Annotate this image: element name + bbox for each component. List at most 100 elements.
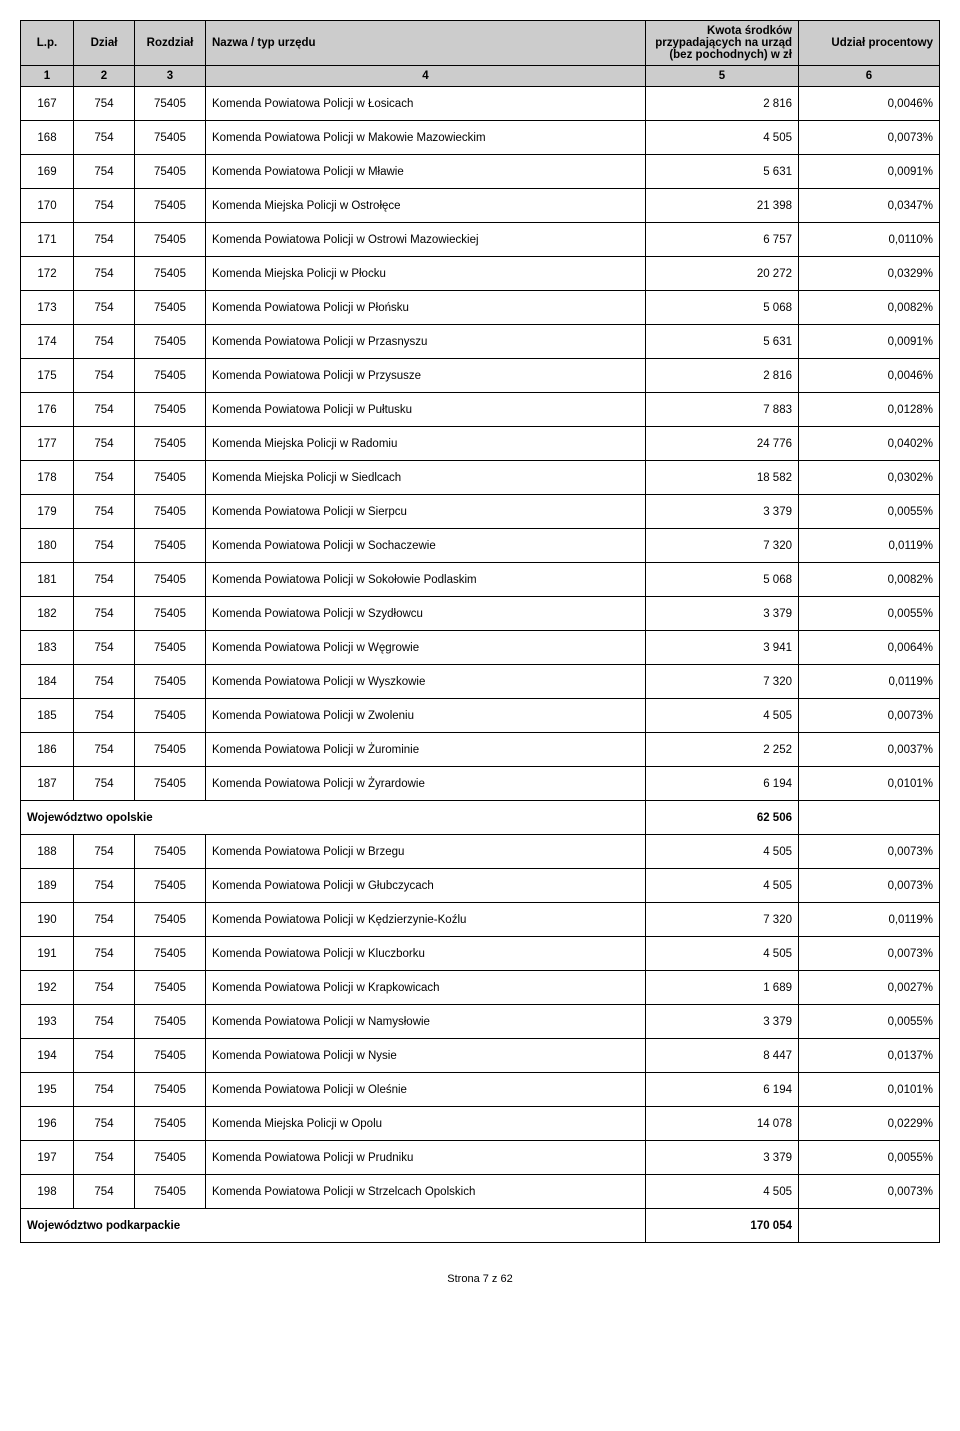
cell-dzial: 754 (74, 699, 135, 733)
cell-nazwa: Komenda Powiatowa Policji w Żyrardowie (206, 767, 646, 801)
cell-udzial: 0,0073% (799, 699, 940, 733)
region-label: Województwo opolskie (21, 801, 646, 835)
cell-lp: 189 (21, 869, 74, 903)
cell-udzial: 0,0073% (799, 869, 940, 903)
cell-nazwa: Komenda Powiatowa Policji w Strzelcach O… (206, 1175, 646, 1209)
col-header-lp: L.p. (21, 21, 74, 66)
cell-dzial: 754 (74, 1073, 135, 1107)
col-num-3: 3 (135, 66, 206, 87)
col-header-dzial: Dział (74, 21, 135, 66)
cell-nazwa: Komenda Powiatowa Policji w Nysie (206, 1039, 646, 1073)
table-row: 18475475405Komenda Powiatowa Policji w W… (21, 665, 940, 699)
cell-lp: 168 (21, 121, 74, 155)
cell-dzial: 754 (74, 937, 135, 971)
cell-lp: 186 (21, 733, 74, 767)
cell-rozdzial: 75405 (135, 461, 206, 495)
col-header-rozdzial: Rozdział (135, 21, 206, 66)
cell-rozdzial: 75405 (135, 597, 206, 631)
region-label: Województwo podkarpackie (21, 1209, 646, 1243)
cell-dzial: 754 (74, 903, 135, 937)
cell-dzial: 754 (74, 767, 135, 801)
cell-udzial: 0,0110% (799, 223, 940, 257)
cell-kwota: 5 068 (646, 291, 799, 325)
cell-kwota: 8 447 (646, 1039, 799, 1073)
table-row: 19575475405Komenda Powiatowa Policji w O… (21, 1073, 940, 1107)
cell-dzial: 754 (74, 461, 135, 495)
cell-lp: 170 (21, 189, 74, 223)
table-row: 17475475405Komenda Powiatowa Policji w P… (21, 325, 940, 359)
cell-dzial: 754 (74, 529, 135, 563)
cell-udzial: 0,0101% (799, 1073, 940, 1107)
table-row: 18575475405Komenda Powiatowa Policji w Z… (21, 699, 940, 733)
table-header-row: L.p. Dział Rozdział Nazwa / typ urzędu K… (21, 21, 940, 66)
table-row: 18975475405Komenda Powiatowa Policji w G… (21, 869, 940, 903)
cell-lp: 177 (21, 427, 74, 461)
region-empty (799, 1209, 940, 1243)
cell-rozdzial: 75405 (135, 1005, 206, 1039)
cell-dzial: 754 (74, 835, 135, 869)
cell-lp: 184 (21, 665, 74, 699)
cell-dzial: 754 (74, 733, 135, 767)
region-row: Województwo opolskie62 506 (21, 801, 940, 835)
col-header-kwota: Kwota środków przypadających na urząd (b… (646, 21, 799, 66)
cell-udzial: 0,0101% (799, 767, 940, 801)
cell-rozdzial: 75405 (135, 971, 206, 1005)
cell-dzial: 754 (74, 971, 135, 1005)
region-value: 170 054 (646, 1209, 799, 1243)
cell-nazwa: Komenda Powiatowa Policji w Mławie (206, 155, 646, 189)
cell-dzial: 754 (74, 359, 135, 393)
cell-kwota: 4 505 (646, 937, 799, 971)
cell-dzial: 754 (74, 121, 135, 155)
cell-rozdzial: 75405 (135, 1141, 206, 1175)
cell-nazwa: Komenda Powiatowa Policji w Przysusze (206, 359, 646, 393)
cell-lp: 187 (21, 767, 74, 801)
cell-nazwa: Komenda Powiatowa Policji w Sierpcu (206, 495, 646, 529)
cell-udzial: 0,0064% (799, 631, 940, 665)
cell-udzial: 0,0402% (799, 427, 940, 461)
cell-dzial: 754 (74, 291, 135, 325)
cell-rozdzial: 75405 (135, 529, 206, 563)
cell-rozdzial: 75405 (135, 155, 206, 189)
cell-kwota: 2 252 (646, 733, 799, 767)
cell-udzial: 0,0329% (799, 257, 940, 291)
cell-kwota: 14 078 (646, 1107, 799, 1141)
cell-rozdzial: 75405 (135, 495, 206, 529)
cell-lp: 173 (21, 291, 74, 325)
cell-lp: 171 (21, 223, 74, 257)
table-row: 18075475405Komenda Powiatowa Policji w S… (21, 529, 940, 563)
budget-table: L.p. Dział Rozdział Nazwa / typ urzędu K… (20, 20, 940, 1243)
cell-dzial: 754 (74, 87, 135, 121)
cell-rozdzial: 75405 (135, 937, 206, 971)
cell-rozdzial: 75405 (135, 121, 206, 155)
table-row: 19775475405Komenda Powiatowa Policji w P… (21, 1141, 940, 1175)
cell-udzial: 0,0137% (799, 1039, 940, 1073)
cell-lp: 178 (21, 461, 74, 495)
cell-rozdzial: 75405 (135, 563, 206, 597)
table-row: 19075475405Komenda Powiatowa Policji w K… (21, 903, 940, 937)
cell-dzial: 754 (74, 189, 135, 223)
cell-lp: 169 (21, 155, 74, 189)
cell-udzial: 0,0073% (799, 835, 940, 869)
cell-rozdzial: 75405 (135, 1073, 206, 1107)
cell-rozdzial: 75405 (135, 189, 206, 223)
table-row: 18875475405Komenda Powiatowa Policji w B… (21, 835, 940, 869)
cell-rozdzial: 75405 (135, 223, 206, 257)
cell-nazwa: Komenda Powiatowa Policji w Ostrowi Mazo… (206, 223, 646, 257)
table-body: 16775475405Komenda Powiatowa Policji w Ł… (21, 87, 940, 1243)
col-header-udzial: Udział procentowy (799, 21, 940, 66)
table-row: 18675475405Komenda Powiatowa Policji w Ż… (21, 733, 940, 767)
cell-rozdzial: 75405 (135, 87, 206, 121)
cell-lp: 172 (21, 257, 74, 291)
cell-udzial: 0,0119% (799, 665, 940, 699)
cell-kwota: 7 883 (646, 393, 799, 427)
table-row: 17875475405Komenda Miejska Policji w Sie… (21, 461, 940, 495)
cell-lp: 196 (21, 1107, 74, 1141)
cell-kwota: 21 398 (646, 189, 799, 223)
table-row: 18775475405Komenda Powiatowa Policji w Ż… (21, 767, 940, 801)
table-row: 17075475405Komenda Miejska Policji w Ost… (21, 189, 940, 223)
cell-lp: 180 (21, 529, 74, 563)
cell-udzial: 0,0073% (799, 937, 940, 971)
cell-udzial: 0,0055% (799, 1141, 940, 1175)
cell-kwota: 5 631 (646, 155, 799, 189)
table-row: 18375475405Komenda Powiatowa Policji w W… (21, 631, 940, 665)
